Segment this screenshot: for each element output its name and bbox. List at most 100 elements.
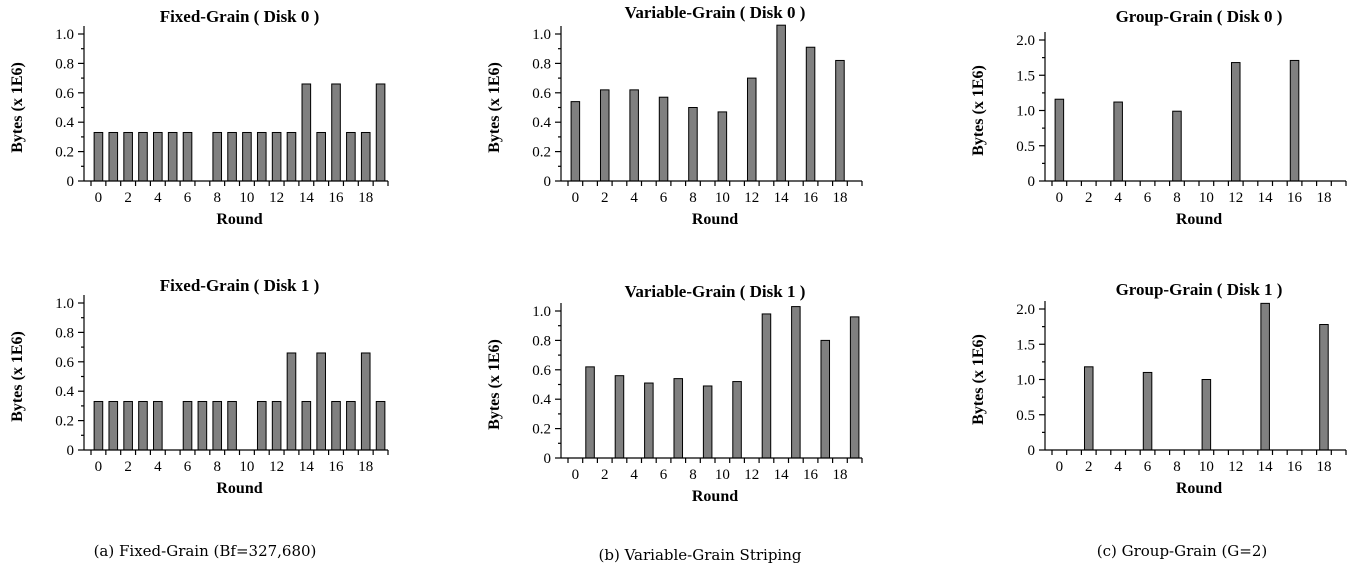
y-tick-label: 2.0	[1016, 33, 1035, 49]
bar	[271, 131, 282, 182]
y-tick-label: 0.8	[532, 56, 551, 72]
bar	[805, 46, 816, 182]
bar	[717, 111, 728, 182]
x-tick-label: 0	[1056, 459, 1064, 475]
y-tick-label: 1.0	[532, 27, 551, 43]
bar	[375, 400, 386, 451]
bar	[331, 83, 341, 182]
y-tick-label: 0.5	[1016, 139, 1035, 155]
x-tick-label: 6	[184, 459, 192, 475]
y-tick-label: 0.8	[55, 56, 74, 72]
bar	[360, 131, 371, 182]
x-tick-label: 0	[1056, 190, 1064, 206]
bar	[1054, 98, 1065, 182]
y-tick-label: 1.5	[1016, 68, 1035, 84]
bar	[346, 131, 356, 182]
chart-panel-3: Fixed-Grain ( Disk 1 ) 0 0.2 0.4 0.6 0.8 1.0 0 2…	[9, 276, 389, 497]
caption-a: (a) Fixed-Grain (Bf=327,680)	[94, 542, 317, 560]
x-tick-label: 10	[239, 459, 254, 475]
bar	[820, 339, 831, 459]
x-axis-label: Round	[692, 211, 738, 228]
x-tick-label: 0	[95, 459, 103, 475]
y-tick-label: 0	[544, 451, 552, 467]
bar	[212, 400, 223, 451]
y-axis-label: Bytes (x 1E6)	[9, 331, 26, 422]
x-tick-label: 8	[689, 467, 697, 483]
bar	[375, 83, 386, 182]
x-tick-label: 14	[1258, 190, 1274, 206]
chart-title: Fixed-Grain ( Disk 0 )	[160, 7, 320, 26]
bar	[732, 381, 742, 459]
bar	[212, 131, 223, 182]
x-tick-label: 16	[803, 467, 819, 483]
x-tick-label: 10	[1199, 190, 1214, 206]
bar	[256, 400, 267, 451]
x-tick-label: 18	[832, 190, 847, 206]
x-tick-label: 0	[572, 467, 580, 483]
bar	[673, 378, 684, 459]
x-tick-label: 4	[1114, 190, 1122, 206]
x-tick-label: 12	[744, 467, 759, 483]
bar	[1319, 324, 1329, 451]
y-tick-label: 0.6	[532, 86, 551, 102]
y-tick-label: 0.4	[532, 115, 551, 131]
x-tick-label: 4	[630, 190, 638, 206]
x-tick-label: 12	[269, 459, 284, 475]
x-tick-label: 6	[184, 190, 192, 206]
x-tick-label: 18	[1316, 190, 1331, 206]
x-tick-label: 2	[1085, 459, 1093, 475]
bar	[227, 131, 237, 182]
x-tick-label: 2	[601, 190, 609, 206]
bar	[301, 400, 312, 451]
bar	[286, 352, 297, 451]
bar	[197, 400, 208, 451]
bar	[688, 107, 698, 182]
y-axis-label: Bytes (x 1E6)	[9, 62, 26, 153]
bar	[1113, 101, 1123, 182]
x-tick-label: 2	[124, 459, 132, 475]
y-axis-label: Bytes (x 1E6)	[970, 65, 987, 156]
x-tick-label: 16	[803, 190, 819, 206]
bar	[629, 89, 639, 182]
y-tick-label: 0.8	[55, 325, 74, 341]
chart-panel-4: Variable-Grain ( Disk 1 ) 0 0.2 0.4 0.6 0.8 1.…	[486, 282, 863, 505]
y-tick-label: 1.0	[1016, 104, 1035, 120]
x-axis-label: Round	[1176, 211, 1222, 228]
y-tick-label: 0.4	[532, 392, 551, 408]
x-axis-label: Round	[692, 488, 738, 505]
x-tick-label: 8	[213, 459, 221, 475]
chart-panel-5: Group-Grain ( Disk 1 ) 0 0.5 1.0 1.5 2.0 0 2 4 6 8…	[970, 280, 1347, 497]
bar	[1289, 59, 1300, 182]
x-axis-label: Round	[216, 480, 262, 497]
x-tick-label: 10	[715, 467, 730, 483]
bar	[316, 131, 326, 182]
bar	[1260, 302, 1270, 451]
bar	[360, 352, 371, 451]
bar	[271, 400, 282, 451]
chart-panel-0: Fixed-Grain ( Disk 0 ) 0 0.2 0.4 0.6 0.8 1.0 0 2…	[9, 7, 389, 228]
x-tick-label: 4	[630, 467, 638, 483]
x-axis-label: Round	[216, 211, 262, 228]
bar	[167, 131, 178, 182]
bar	[256, 131, 267, 182]
x-tick-label: 6	[660, 467, 668, 483]
y-tick-label: 0	[67, 443, 75, 459]
y-tick-label: 2.0	[1016, 302, 1035, 318]
y-tick-label: 0.4	[55, 115, 74, 131]
bar	[791, 306, 801, 459]
x-tick-label: 12	[744, 190, 759, 206]
y-tick-label: 0	[1028, 443, 1036, 459]
bar	[614, 375, 625, 459]
x-tick-label: 2	[601, 467, 609, 483]
bar	[182, 400, 193, 451]
y-tick-label: 0.6	[55, 86, 74, 102]
bar	[123, 131, 133, 182]
bar	[93, 131, 104, 182]
x-tick-label: 0	[572, 190, 580, 206]
chart-title: Variable-Grain ( Disk 1 )	[625, 282, 806, 301]
y-tick-label: 0	[544, 174, 552, 190]
x-tick-label: 14	[299, 459, 315, 475]
bar	[108, 400, 119, 451]
caption-c: (c) Group-Grain (G=2)	[1097, 542, 1268, 560]
